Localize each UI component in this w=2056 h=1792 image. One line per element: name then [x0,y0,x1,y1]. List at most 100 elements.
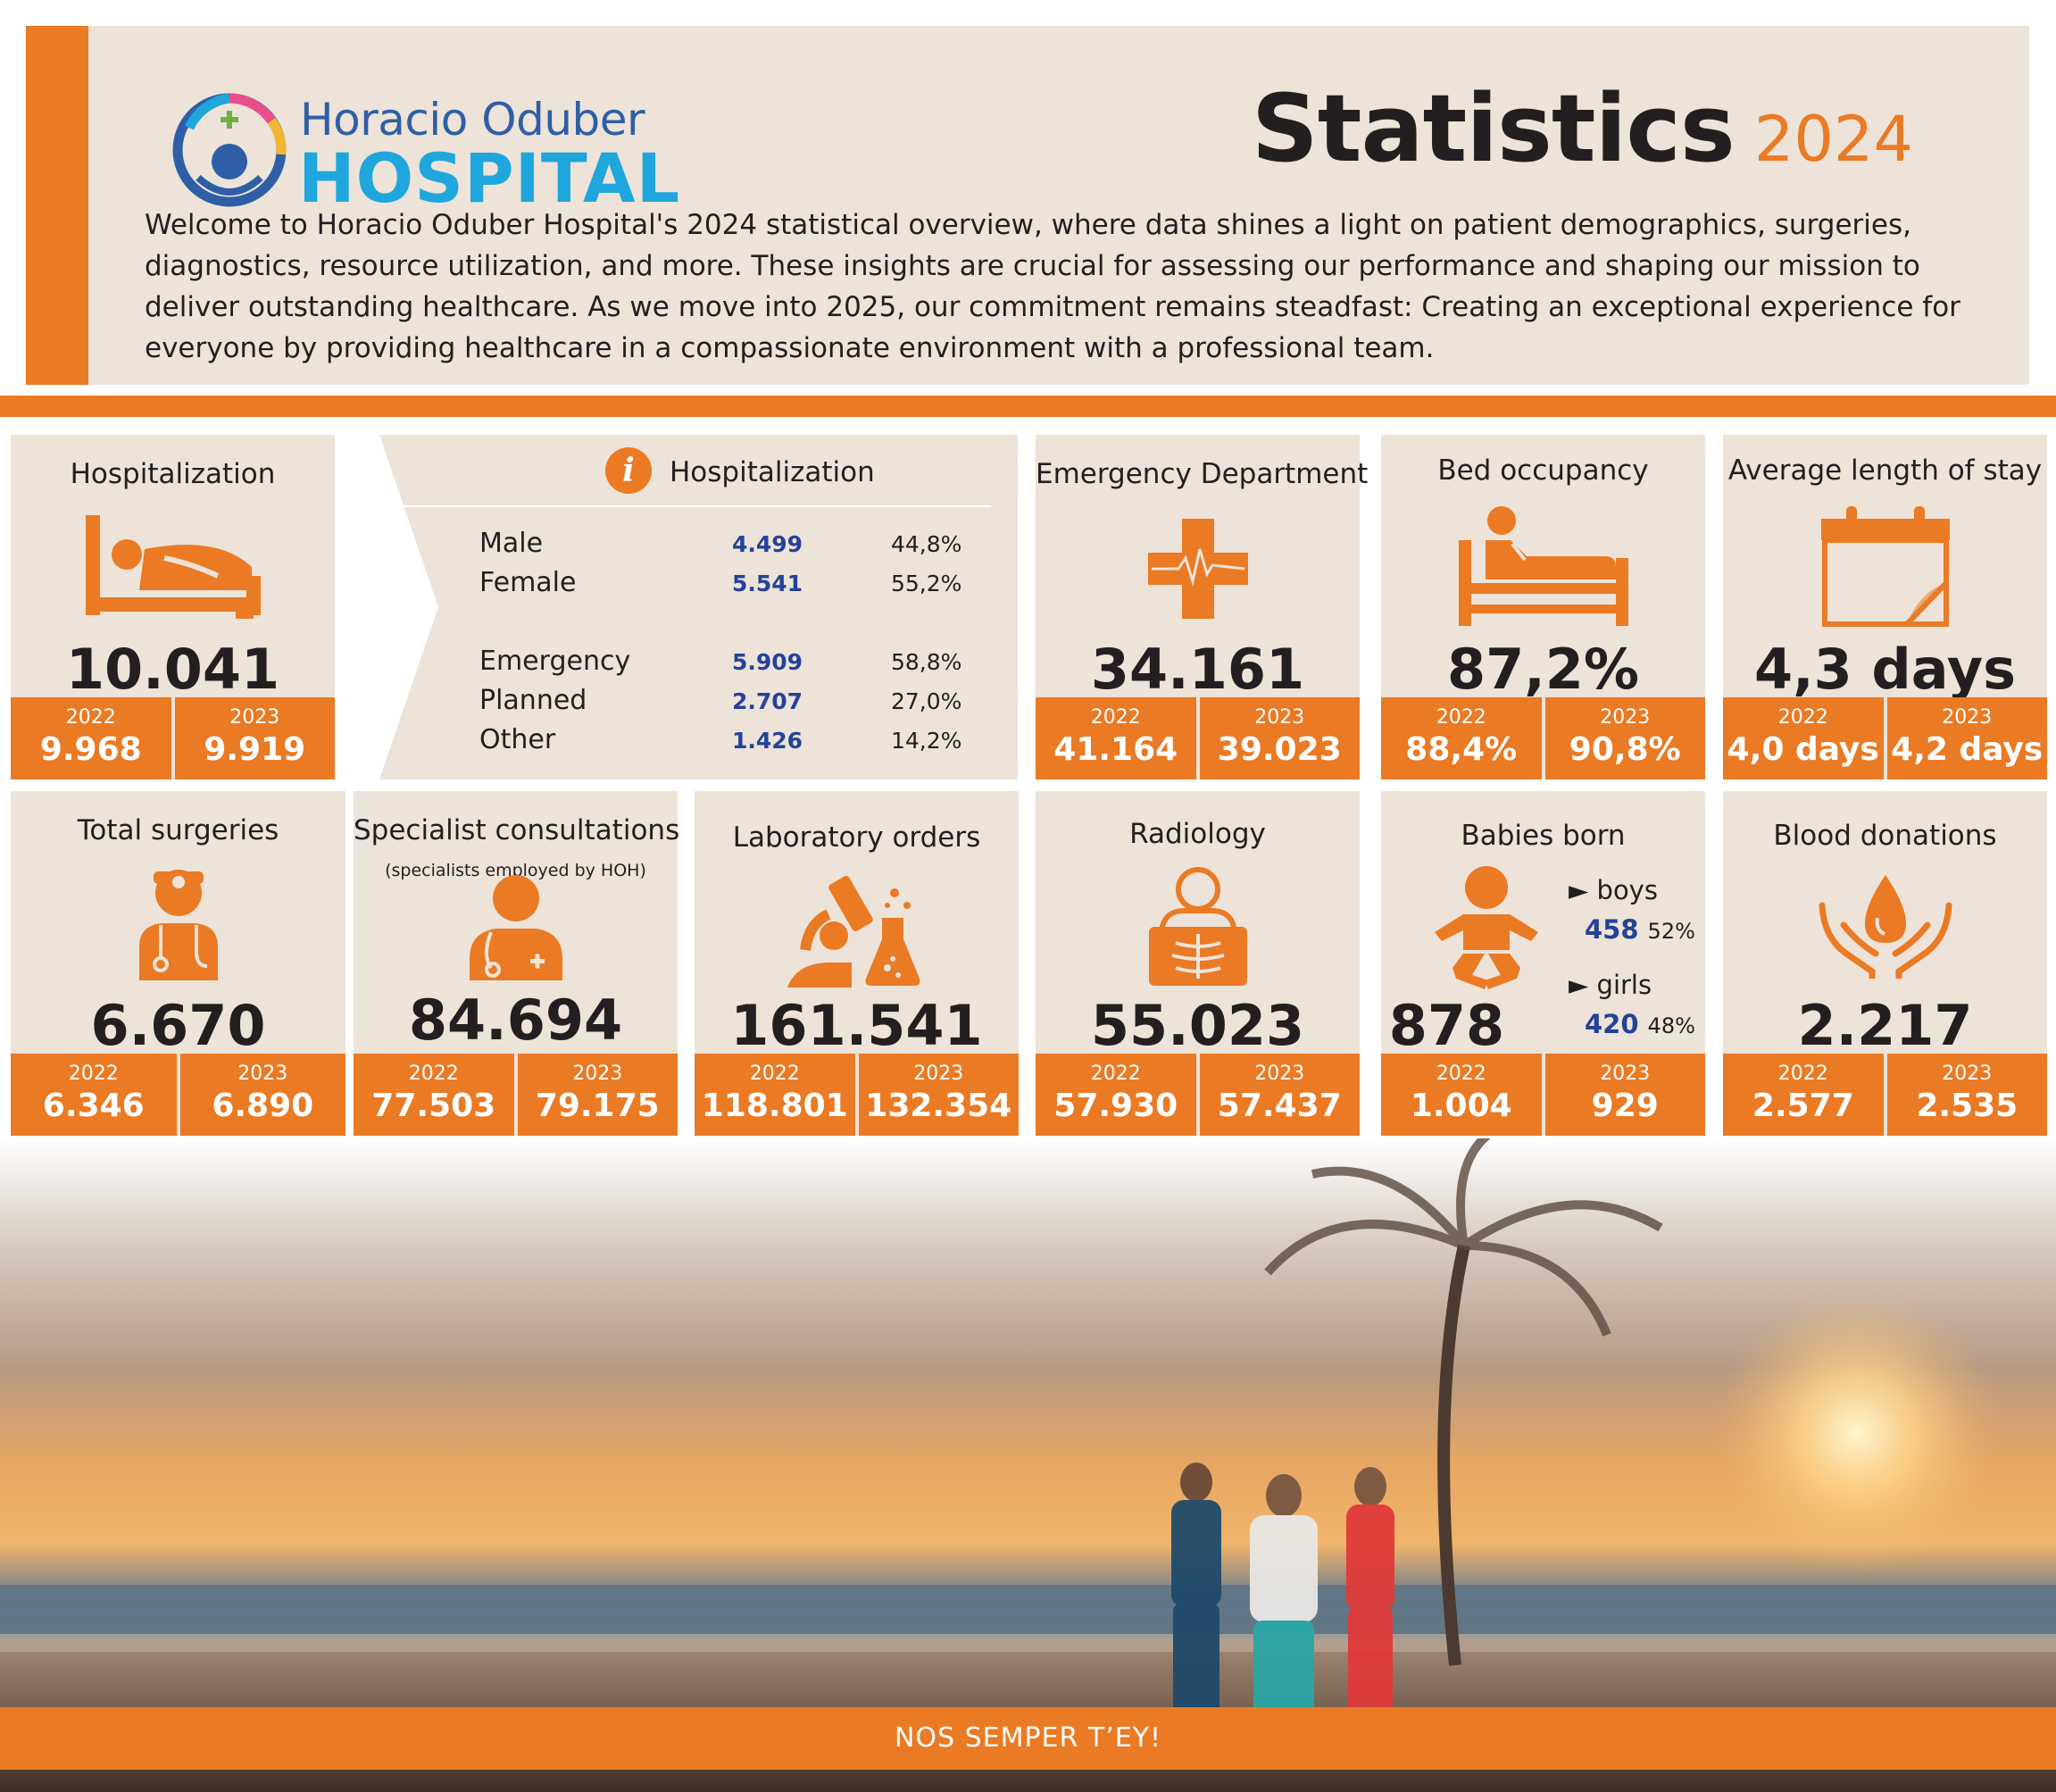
breakdown-pct: 14,2% [891,728,962,754]
year-label: 2022 [1777,1063,1828,1085]
year-label: 2023 [572,1063,623,1085]
doctor-icon [469,875,562,980]
year-value: 57.437 [1217,1088,1342,1124]
girls-label-text: girls [1596,970,1652,1000]
breakdown-divider [402,505,991,507]
year-label: 2022 [1090,706,1141,729]
year-comparison: 2022 9.968 2023 9.919 [11,697,335,779]
girls-label: ► girls [1569,970,1652,1000]
card-babies-born: Babies born 878 ► boys 458 52% ► girls 42… [1381,791,1705,1136]
comparison-2023: 2023 39.023 [1195,697,1361,779]
boys-label-text: boys [1596,875,1658,905]
logo-text-name: Horacio Oduber [300,94,645,146]
logo-text-hospital: HOSPITAL [298,138,681,218]
comparison-2022: 2022 41.164 [1036,697,1196,779]
hospital-bed-icon [85,515,261,619]
year-value: 9.919 [204,731,306,768]
girls-percent: 48% [1647,1013,1695,1038]
comparison-2022: 2022 9.968 [11,697,171,779]
hospital-logo-icon [172,93,287,207]
year-label: 2023 [229,706,280,729]
card-value: 84.694 [408,988,623,1053]
comparison-2023: 2023 929 [1541,1054,1706,1136]
microscope-icon [787,875,920,988]
patient-bed-icon [1458,506,1628,626]
card-title: Specialist consultations [354,814,680,846]
year-label: 2022 [1777,706,1828,729]
year-label: 2022 [749,1063,800,1085]
girls-count: 420 48% [1585,1009,1695,1039]
year-value: 929 [1591,1088,1659,1124]
breakdown-row: Other 1.426 14,2% [379,724,1018,760]
comparison-2023: 2023 132.354 [854,1054,1020,1136]
boys-label: ► boys [1569,875,1658,905]
year-value: 90,8% [1569,731,1681,768]
breakdown-label: Planned [479,685,587,716]
year-value: 9.968 [39,731,142,768]
comparison-2023: 2023 4,2 days [1883,697,2048,779]
calendar-icon [1820,506,1950,627]
breakdown-count: 4.499 [732,531,803,557]
year-comparison: 2022 41.164 2023 39.023 [1036,697,1360,779]
boys-percent: 52% [1647,919,1695,944]
surgeon-icon [138,870,218,980]
header-panel: Horacio Oduber HOSPITAL Statistics 2024 W… [26,26,2029,385]
baby-icon [1435,866,1538,989]
card-value: 6.670 [90,993,266,1058]
year-value: 39.023 [1217,731,1342,768]
year-label: 2023 [1942,1063,1993,1085]
year-comparison: 2022 77.503 2023 79.175 [354,1054,678,1136]
footer-banner: NOS SEMPER T’EY! [0,1707,2056,1770]
year-value: 4,2 days [1891,731,2044,768]
year-comparison: 2022 6.346 2023 6.890 [11,1054,345,1136]
breakdown-row: Emergency 5.909 58,8% [379,646,1018,681]
year-value: 2.577 [1752,1088,1854,1124]
year-comparison: 2022 118.801 2023 132.354 [695,1054,1019,1136]
year-value: 88,4% [1405,731,1518,768]
year-value: 77.503 [371,1088,496,1124]
card-value: 10.041 [65,637,280,702]
hospitalization-breakdown: i Hospitalization Male 4.499 44,8% Female 5… [379,435,1018,779]
comparison-2023: 2023 79.175 [513,1054,678,1136]
breakdown-count: 1.426 [732,728,803,754]
beach-sunset-photo [0,1138,2056,1792]
card-average-length-of-stay: Average length of stay 4,3 days 2022 4,0 … [1723,435,2047,779]
card-title: Emergency Department [1036,458,1369,490]
page-title: Statistics 2024 [1252,74,1913,183]
card-bed-occupancy: Bed occupancy 87,2% 2022 88,4% 2023 90,8% [1381,435,1705,779]
year-value: 57.930 [1053,1088,1178,1124]
comparison-2022: 2022 4,0 days [1723,697,1884,779]
card-title: Babies born [1461,820,1626,852]
year-label: 2022 [68,1063,119,1085]
year-value: 41.164 [1053,731,1178,768]
card-value: 55.023 [1090,993,1305,1058]
card-total-surgeries: Total surgeries 6.670 2022 6.346 2023 6.89… [11,791,345,1136]
breakdown-row: Female 5.541 55,2% [379,567,1018,603]
breakdown-title: Hospitalization [670,456,875,488]
header-divider [0,396,2056,417]
page-title-year: 2024 [1753,103,1913,176]
xray-icon [1148,867,1247,986]
comparison-2023: 2023 9.919 [171,697,336,779]
year-value: 118.801 [701,1088,848,1124]
card-value: 2.217 [1797,993,1973,1058]
card-hospitalization: Hospitalization 10.041 2022 9.968 2023 9.9… [11,435,335,779]
year-label: 2023 [237,1063,288,1085]
year-value: 1.004 [1410,1088,1512,1124]
intro-text: Welcome to Horacio Oduber Hospital's 202… [145,209,1960,364]
year-value: 2.535 [1916,1088,2019,1124]
breakdown-arrow-panel [379,435,1018,779]
card-value: 878 [1388,993,1505,1058]
breakdown-count: 2.707 [732,688,803,714]
comparison-2022: 2022 2.577 [1723,1054,1884,1136]
year-label: 2023 [1942,706,1993,729]
comparison-2022: 2022 1.004 [1381,1054,1542,1136]
breakdown-pct: 44,8% [891,531,962,557]
card-value: 161.541 [730,993,983,1058]
card-specialist-consultations: Specialist consultations (specialists em… [354,791,680,1136]
breakdown-label: Other [479,724,556,755]
card-laboratory-orders: Laboratory orders 161.541 2022 118.801 20… [695,791,1019,1136]
breakdown-count: 5.909 [732,649,803,675]
card-emergency-department: Emergency Department 34.161 2022 41.164 2… [1036,435,1369,779]
card-radiology: Radiology 55.023 2022 57.930 2023 57.437 [1036,791,1360,1136]
